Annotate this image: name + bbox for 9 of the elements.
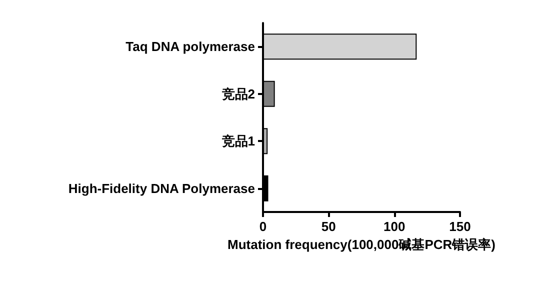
y-tick-label: 竞品1 (220, 134, 255, 149)
y-tick-label: High-Fidelity DNA Polymerase (68, 180, 255, 196)
y-tick-label: Taq DNA polymerase (126, 39, 255, 54)
x-tick-label: 50 (321, 219, 336, 234)
x-tick-label: 0 (259, 219, 267, 234)
y-tick-label: 竞品2 (220, 86, 255, 102)
x-tick-label: 150 (449, 219, 471, 234)
x-tick-label: 100 (383, 219, 406, 234)
x-axis-title: Mutation frequency(100,000碱基PCR错误率) (228, 237, 496, 252)
